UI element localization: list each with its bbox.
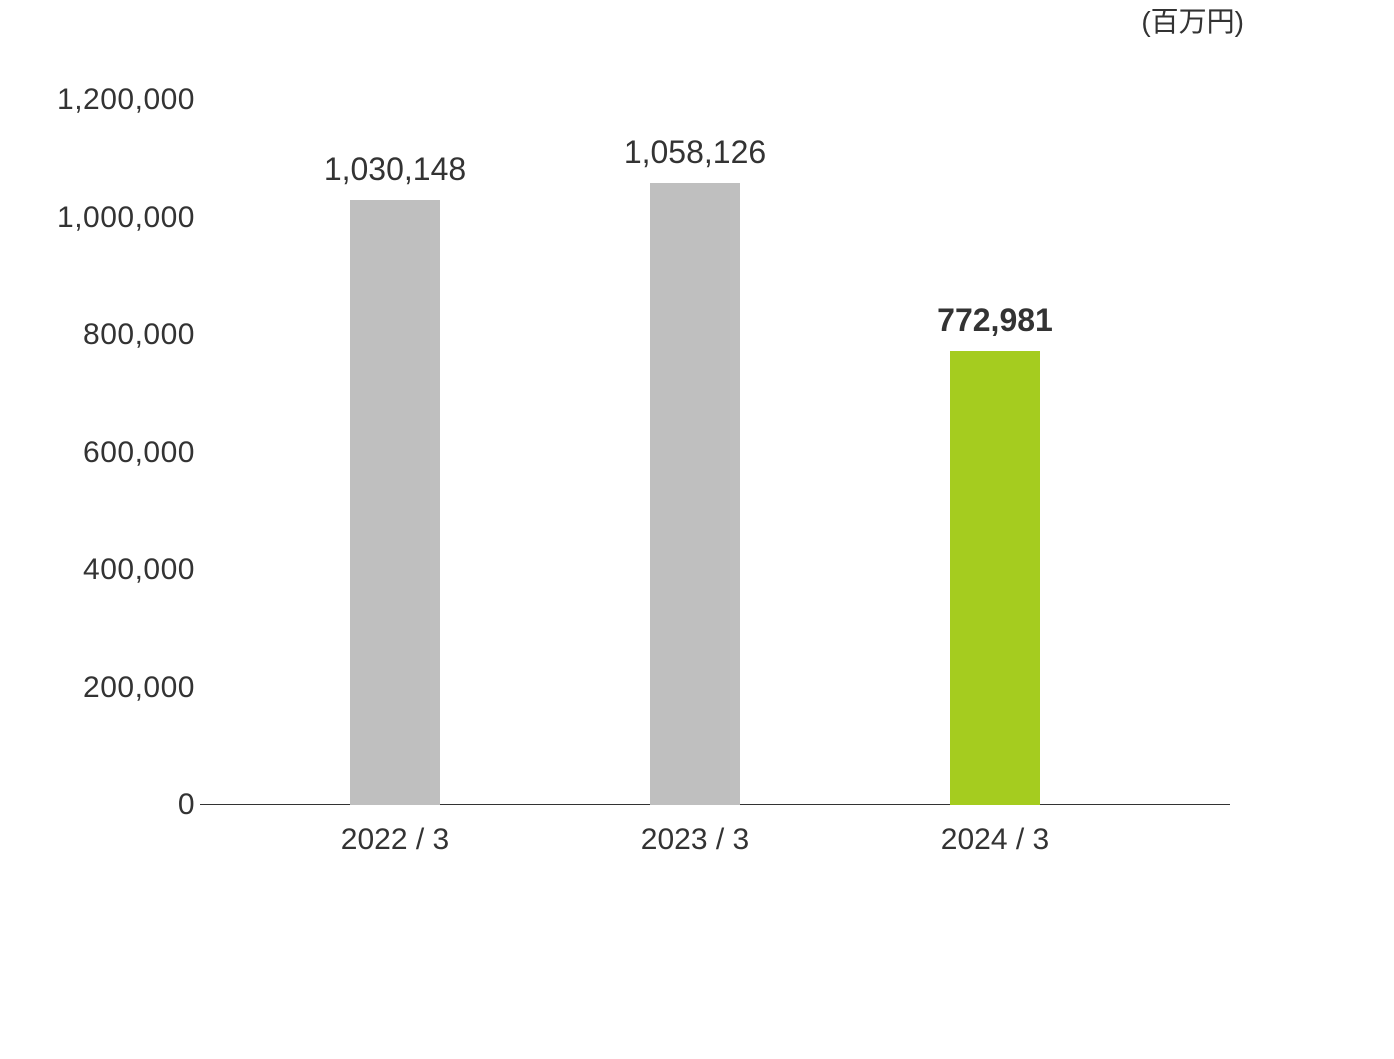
plot-area: 1,030,148 2022 / 3 1,058,126 2023 / 3 77…	[200, 100, 1230, 805]
bar-2022-3: 1,030,148	[350, 200, 440, 805]
y-tick-1200000: 1,200,000	[57, 83, 195, 117]
y-tick-1000000: 1,000,000	[57, 201, 195, 235]
bar-2024-3: 772,981	[950, 351, 1040, 805]
y-tick-400000: 400,000	[83, 553, 195, 587]
bar-2023-3: 1,058,126	[650, 183, 740, 805]
y-tick-800000: 800,000	[83, 318, 195, 352]
bar-value-label: 772,981	[937, 302, 1053, 339]
y-tick-200000: 200,000	[83, 671, 195, 705]
unit-label: (百万円)	[1141, 0, 1244, 40]
x-tick-0: 2022 / 3	[341, 823, 449, 857]
bar-chart: (百万円) 0 200,000 400,000 600,000 800,000 …	[0, 0, 1394, 1059]
bar-value-label: 1,030,148	[324, 151, 466, 188]
y-tick-0: 0	[178, 788, 195, 822]
x-tick-1: 2023 / 3	[641, 823, 749, 857]
y-tick-600000: 600,000	[83, 436, 195, 470]
bar-value-label: 1,058,126	[624, 134, 766, 171]
x-tick-2: 2024 / 3	[941, 823, 1049, 857]
